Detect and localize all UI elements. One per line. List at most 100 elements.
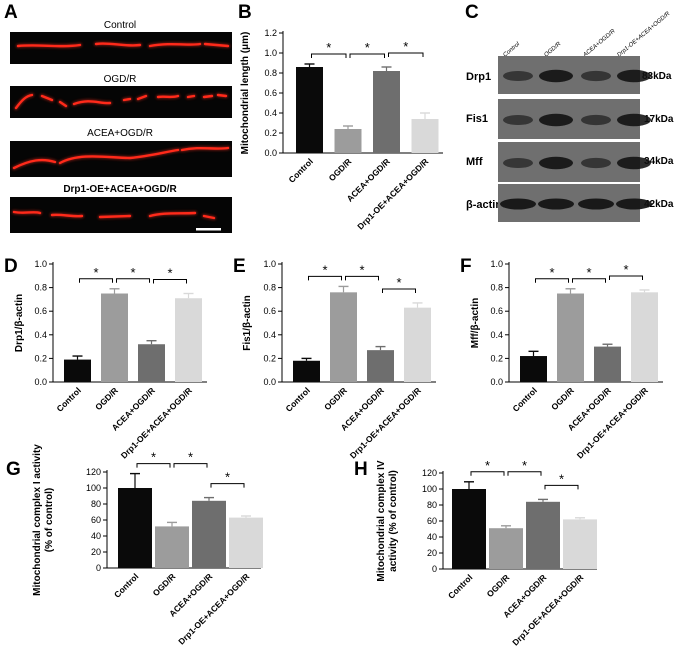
- significance-bracket: [210, 483, 245, 488]
- bar: [367, 350, 394, 382]
- significance-bracket: [609, 275, 643, 280]
- y-tick-label: 60: [427, 516, 437, 526]
- panel-label-b: B: [238, 2, 252, 23]
- category-label: Drp1-OE+ACEA+OGD/R: [119, 385, 194, 460]
- mitochondrion: [16, 42, 230, 48]
- micrograph-title-control: Control: [104, 20, 136, 31]
- chart-h: 0 20 40 60 80 100 120 Mitochondrial complex IVa…: [376, 458, 597, 648]
- bar: [631, 292, 658, 382]
- blot-band: [503, 70, 533, 82]
- significance-marker: *: [130, 265, 135, 280]
- panel-label-d: D: [4, 256, 18, 277]
- blot-protein-drp1: Drp1: [466, 71, 491, 83]
- category-label: Control: [510, 385, 538, 413]
- blot-kda-mff: 34kDa: [644, 156, 674, 167]
- category-label: OGD/R: [327, 156, 354, 183]
- significance-marker: *: [225, 470, 230, 485]
- y-tick-label: 0.0: [34, 377, 47, 387]
- blot-band: [539, 113, 573, 127]
- significance-marker: *: [586, 265, 591, 280]
- significance-marker: *: [403, 39, 408, 54]
- blot-band: [581, 114, 611, 126]
- y-tick-label: 0.8: [490, 283, 503, 293]
- bar: [557, 293, 584, 382]
- bar: [118, 488, 152, 568]
- mitochondrion: [12, 210, 216, 220]
- category-label: Control: [112, 571, 140, 599]
- significance-marker: *: [522, 458, 527, 473]
- significance-bracket: [79, 278, 113, 283]
- bar: [520, 356, 547, 382]
- blot-band: [539, 156, 573, 170]
- y-tick-label: 0.6: [263, 306, 276, 316]
- y-tick-label: 1.0: [264, 48, 277, 58]
- bar: [293, 360, 320, 382]
- scale-bar: [196, 228, 221, 231]
- y-tick-label: 0.4: [264, 108, 277, 118]
- y-axis-title: Mff/β-actin: [470, 298, 481, 349]
- panel-label-a: A: [4, 2, 18, 23]
- blot-band: [581, 70, 611, 82]
- blot-band: [617, 156, 651, 170]
- y-tick-label: 0.6: [490, 306, 503, 316]
- bar: [330, 292, 357, 382]
- significance-marker: *: [359, 262, 364, 277]
- bar: [411, 119, 439, 153]
- category-label: Control: [286, 156, 314, 184]
- y-tick-label: 0.8: [264, 68, 277, 78]
- blot-protein-fis1: Fis1: [466, 113, 488, 125]
- significance-bracket: [116, 278, 150, 283]
- blot-lane-label-ogdr: OGD/R: [543, 41, 562, 59]
- mitochondrion: [14, 93, 228, 110]
- category-label: OGD/R: [93, 385, 120, 412]
- western-blot: Control OGD/R ACEA+OGD/R Drp1-OE+ACEA+OG…: [466, 11, 674, 222]
- significance-marker: *: [93, 265, 98, 280]
- panel-label-c: C: [465, 2, 479, 23]
- significance-bracket: [470, 471, 505, 476]
- y-tick-label: 0.0: [263, 377, 276, 387]
- category-label: Drp1-OE+ACEA+OGD/R: [176, 571, 251, 646]
- chart-g: 0 20 40 60 80 100 120 Mitochondrial complex I a…: [32, 444, 263, 647]
- significance-bracket: [544, 484, 579, 490]
- mitochondrion: [12, 146, 230, 170]
- category-label: Drp1-OE+ACEA+OGD/R: [575, 385, 650, 460]
- y-tick-label: 60: [91, 515, 101, 525]
- blot-band: [581, 157, 611, 169]
- category-label: OGD/R: [549, 385, 576, 412]
- mitochondria-filaments: [12, 41, 230, 220]
- significance-marker: *: [322, 262, 327, 277]
- y-tick-label: 1.2: [264, 28, 277, 38]
- micrograph-ogdr: [10, 86, 232, 118]
- y-tick-label: 0.0: [264, 148, 277, 158]
- blot-kda-bactin: 42kDa: [644, 199, 674, 210]
- blot-band: [539, 69, 573, 83]
- micrograph-title-ogdr: OGD/R: [104, 74, 137, 85]
- significance-marker: *: [151, 450, 156, 465]
- y-tick-label: 0.6: [34, 306, 47, 316]
- micrograph-panel: Control OGD/R ACEA+OGD/R Drp1-OE+ACEA+OG…: [10, 20, 232, 233]
- significance-marker: *: [549, 265, 554, 280]
- y-tick-label: 0.8: [263, 283, 276, 293]
- bar: [101, 293, 128, 382]
- y-axis-title: Fis1/β-actin: [242, 295, 253, 351]
- blot-band: [617, 113, 651, 127]
- significance-marker: *: [396, 275, 401, 290]
- y-axis-title: Mitochondrial length (μm): [240, 32, 251, 155]
- bar: [64, 359, 91, 382]
- category-label: Drp1-OE+ACEA+OGD/R: [510, 572, 585, 647]
- y-tick-label: 0.4: [490, 330, 503, 340]
- significance-bracket: [349, 53, 385, 58]
- y-tick-label: 1.0: [263, 259, 276, 269]
- blot-band: [616, 198, 652, 210]
- significance-bracket: [311, 53, 347, 58]
- y-tick-label: 20: [91, 547, 101, 557]
- y-tick-label: 120: [86, 467, 101, 477]
- y-tick-label: 0.0: [490, 377, 503, 387]
- bar: [138, 344, 165, 382]
- blot-lane-label-control: Control: [502, 41, 521, 58]
- y-tick-label: 40: [91, 531, 101, 541]
- y-tick-label: 0: [96, 563, 101, 573]
- micrograph-control: [10, 32, 232, 64]
- blot-band: [503, 157, 533, 169]
